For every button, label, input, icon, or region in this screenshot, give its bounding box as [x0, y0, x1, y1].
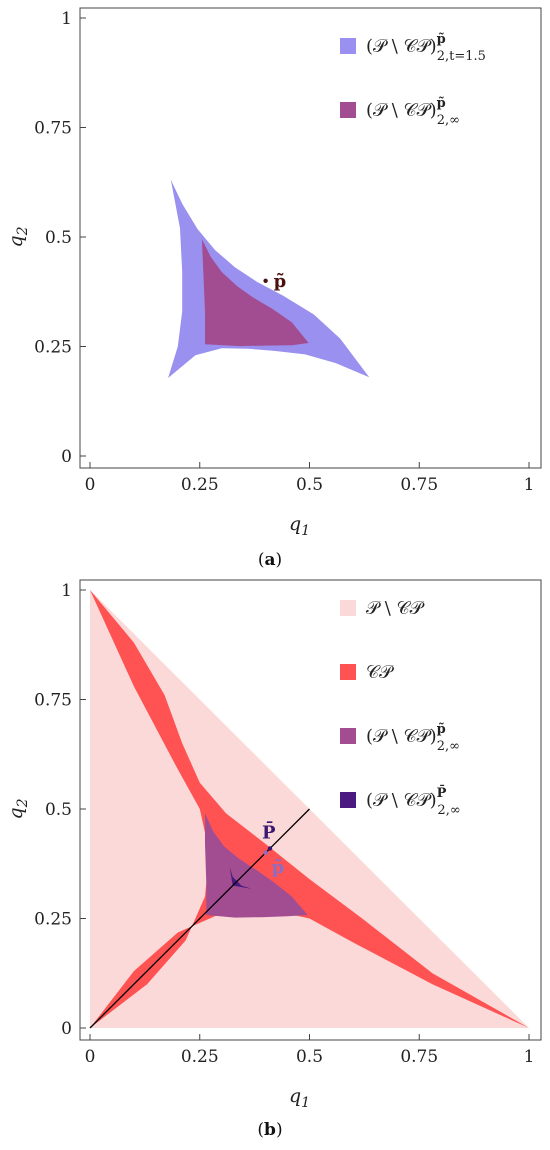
region-series-1: [201, 239, 309, 347]
legend-swatch: [340, 728, 356, 744]
legend-label: 𝒫 \ 𝒞𝒫: [366, 598, 425, 619]
point-marker: [263, 850, 268, 855]
legend-label: 𝒞𝒫: [366, 662, 394, 683]
legend-swatch: [340, 38, 356, 54]
y-tick-label: 0.5: [45, 228, 72, 248]
diagonal-line: [89, 808, 310, 1029]
panel-b: 00 0.25 0.25 0.5 0.5 0.75 0.75 1 1 q1 q2 P̄ p̃ 𝒫 \ 𝒞𝒫…: [5, 579, 542, 1140]
legend-label: (𝒫 \ 𝒞𝒫)P̄ 2,∞: [366, 784, 461, 818]
y-tick-label: 0.5: [45, 800, 72, 820]
x-tick-label: 0.5: [296, 475, 323, 495]
x-tick-label: 0.75: [400, 475, 438, 495]
panel-caption: (b): [257, 1120, 282, 1140]
legend-swatch: [340, 664, 356, 680]
y-tick-label: 1: [61, 581, 72, 601]
x-tick-label: 1: [524, 1047, 535, 1067]
x-tick-label: 0: [85, 1047, 96, 1067]
panel-caption: (a): [258, 550, 282, 570]
region-series-0: [168, 179, 370, 378]
point-label: p̃: [272, 857, 285, 878]
y-tick-label: 1: [61, 9, 72, 29]
y-tick-label: 0: [61, 1019, 72, 1039]
region-series-2: [205, 813, 308, 918]
x-tick-label: 0.25: [181, 1047, 219, 1067]
y-tick-label: 0: [61, 447, 72, 467]
legend-label: (𝒫 \ 𝒞𝒫)p̃ 2,t=1.5: [366, 32, 486, 64]
x-tick-label: 1: [524, 475, 535, 495]
point-label: P̄: [262, 821, 276, 843]
panel-a: 00 0.25 0.25 0.5 0.5 0.75 0.75 1 1 q1 q2 p̃ (𝒫 \ 𝒞𝒫)…: [5, 7, 542, 570]
x-axis-label: q1: [289, 513, 310, 539]
point-marker: [263, 278, 268, 283]
y-tick-label: 0.25: [34, 338, 72, 358]
point-marker: [267, 846, 273, 851]
y-tick-label: 0.75: [34, 691, 72, 711]
legend-swatch: [340, 102, 356, 118]
legend-swatch: [340, 792, 356, 808]
x-tick-label: 0.5: [296, 1047, 323, 1067]
x-tick-label: 0.75: [400, 1047, 438, 1067]
legend-label: (𝒫 \ 𝒞𝒫)p̃ 2,∞: [366, 96, 460, 128]
legend-label: (𝒫 \ 𝒞𝒫)p̃ 2,∞: [366, 722, 460, 754]
plot-frame: [79, 579, 542, 1041]
y-tick-label: 0.75: [34, 119, 72, 139]
x-tick-label: 0.25: [181, 475, 219, 495]
y-axis-label: q2: [5, 798, 31, 819]
x-tick-label: 0: [85, 475, 96, 495]
y-axis-label: q2: [5, 226, 31, 247]
plot-frame: [79, 7, 542, 469]
y-tick-label: 0.25: [34, 910, 72, 930]
legend-swatch: [340, 600, 356, 616]
point-label: p̃: [274, 271, 287, 292]
x-axis-label: q1: [289, 1085, 310, 1111]
